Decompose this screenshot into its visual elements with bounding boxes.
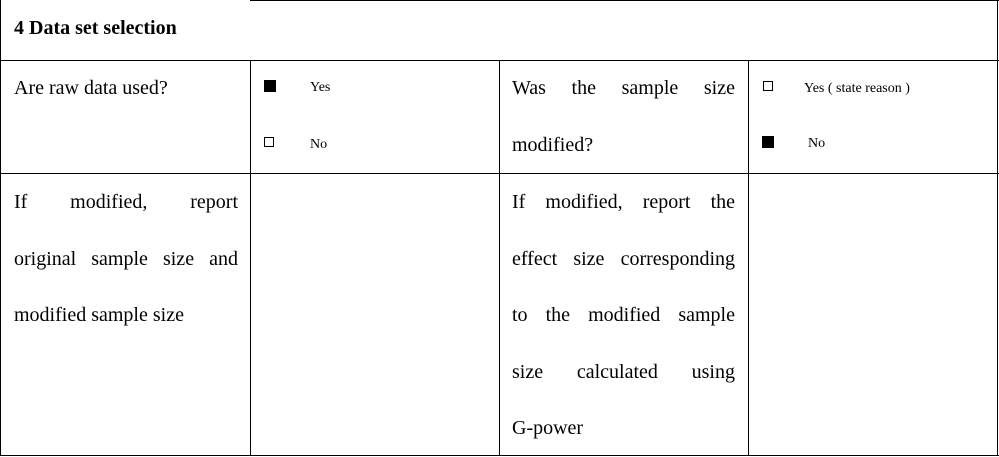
modified-yes-label: Yes ( state reason )	[804, 81, 910, 96]
option-raw-no[interactable]: No	[264, 137, 327, 152]
instruction-right-line-5: G-power	[512, 417, 584, 439]
instruction-report-sample-sizes: If modified, report original sample size…	[14, 174, 238, 344]
instruction-right-line-1: If modified, report the	[512, 191, 735, 213]
option-modified-yes[interactable]: Yes ( state reason )	[763, 81, 910, 96]
raw-no-label: No	[310, 137, 328, 152]
modified-yes-checkbox[interactable]	[763, 81, 773, 91]
answer-effect-size-cell[interactable]	[749, 174, 997, 455]
section-title: 4 Data set selection	[14, 17, 177, 39]
option-raw-yes[interactable]: Yes	[264, 80, 330, 95]
column-divider-1	[250, 60, 251, 456]
instruction-report-effect-size: If modified, report the effect size corr…	[512, 174, 735, 457]
option-modified-no[interactable]: No	[762, 136, 825, 151]
answer-sample-sizes-cell[interactable]	[251, 174, 499, 455]
raw-yes-checkbox[interactable]	[264, 80, 276, 92]
table-border-right	[997, 0, 998, 456]
question-sample-size-line-2: modified?	[512, 133, 594, 156]
question-sample-size-modified: Was the sample size modified?	[512, 60, 735, 173]
instruction-right-line-3: to the modified sample	[512, 304, 735, 326]
question-raw-data: Are raw data used?	[14, 77, 168, 99]
raw-yes-label: Yes	[310, 80, 331, 95]
instruction-left-line-1: If modified, report	[14, 191, 238, 213]
instruction-right-line-4: size calculated using	[512, 360, 735, 383]
instruction-left-line-2: original sample size and	[14, 247, 238, 270]
table-border-left	[0, 0, 1, 456]
modified-no-label: No	[808, 136, 826, 151]
column-divider-2	[499, 60, 500, 456]
instruction-left-line-3: modified sample size	[14, 304, 184, 326]
column-divider-3	[748, 60, 749, 456]
raw-no-checkbox[interactable]	[264, 137, 274, 147]
instruction-right-line-2: effect size corresponding	[512, 247, 735, 270]
modified-no-checkbox[interactable]	[762, 136, 774, 148]
question-sample-size-line-1: Was the sample size	[512, 77, 735, 99]
table-border-top	[250, 0, 999, 1]
